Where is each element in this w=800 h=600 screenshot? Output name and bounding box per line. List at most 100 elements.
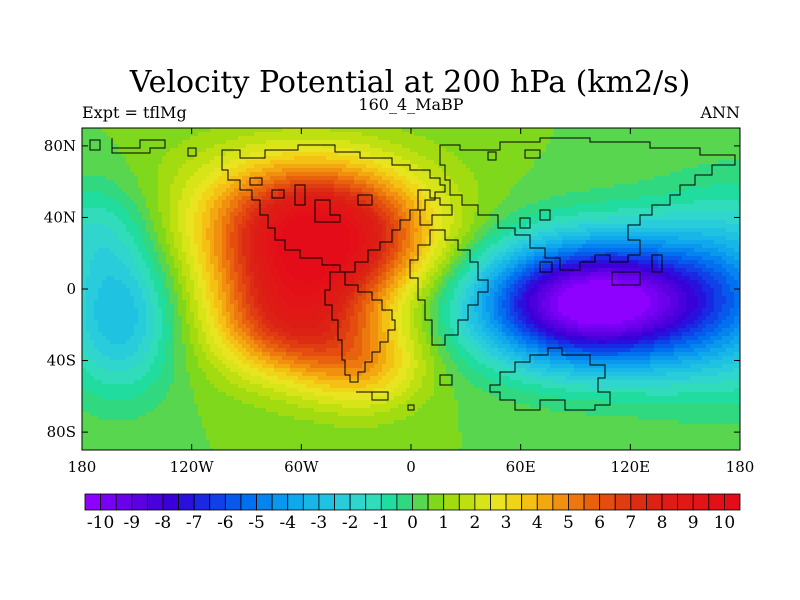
field-cell [654, 240, 659, 245]
field-cell [706, 200, 711, 205]
field-cell [486, 136, 491, 141]
field-cell [426, 220, 431, 225]
field-cell [590, 152, 595, 157]
field-cell [298, 144, 303, 149]
field-cell [214, 152, 219, 157]
field-cell [698, 228, 703, 233]
field-cell [390, 200, 395, 205]
field-cell [206, 208, 211, 213]
field-cell [246, 164, 251, 169]
velocity-potential-field [82, 128, 740, 450]
field-cell [394, 176, 399, 181]
field-cell [234, 188, 239, 193]
field-cell [610, 212, 615, 217]
field-cell [442, 160, 447, 165]
field-cell [130, 164, 135, 169]
field-cell [186, 224, 191, 229]
field-cell [302, 192, 307, 197]
field-cell [266, 244, 271, 249]
field-cell [562, 168, 567, 173]
field-cell [646, 212, 651, 217]
field-cell [686, 168, 691, 173]
field-cell [362, 132, 367, 137]
field-cell [630, 180, 635, 185]
field-cell [734, 184, 739, 189]
field-cell [666, 204, 671, 209]
field-cell [706, 128, 711, 133]
field-cell [430, 224, 435, 229]
field-cell [234, 160, 239, 165]
field-cell [554, 212, 559, 217]
field-cell [554, 144, 559, 149]
field-cell [466, 212, 471, 217]
field-cell [686, 240, 691, 245]
field-cell [302, 140, 307, 145]
field-cell [726, 132, 731, 137]
field-cell [478, 236, 483, 241]
field-cell [570, 224, 575, 229]
field-cell [530, 152, 535, 157]
field-cell [262, 224, 267, 229]
field-cell [282, 164, 287, 169]
field-cell [698, 156, 703, 161]
field-cell [306, 224, 311, 229]
field-cell [90, 168, 95, 173]
field-cell [110, 204, 115, 209]
field-cell [414, 220, 419, 225]
field-cell [214, 212, 219, 217]
field-cell [670, 216, 675, 221]
field-cell [454, 144, 459, 149]
field-cell [402, 220, 407, 225]
field-cell [442, 164, 447, 169]
field-cell [486, 228, 491, 233]
field-cell [154, 128, 159, 133]
field-cell [406, 128, 411, 133]
field-cell [166, 168, 171, 173]
field-cell [610, 216, 615, 221]
field-cell [350, 196, 355, 201]
field-cell [678, 196, 683, 201]
field-cell [510, 136, 515, 141]
field-cell [382, 176, 387, 181]
field-cell [262, 148, 267, 153]
field-cell [602, 152, 607, 157]
field-cell [378, 212, 383, 217]
field-cell [454, 224, 459, 229]
field-cell [498, 156, 503, 161]
field-cell [454, 196, 459, 201]
field-cell [258, 216, 263, 221]
field-cell [366, 164, 371, 169]
field-cell [106, 212, 111, 217]
field-cell [686, 228, 691, 233]
field-cell [690, 204, 695, 209]
field-cell [474, 216, 479, 221]
field-cell [274, 208, 279, 213]
field-cell [286, 232, 291, 237]
field-cell [538, 236, 543, 241]
field-cell [478, 152, 483, 157]
field-cell [634, 148, 639, 153]
field-cell [94, 140, 99, 145]
field-cell [366, 208, 371, 213]
field-cell [682, 180, 687, 185]
field-cell [94, 196, 99, 201]
field-cell [538, 172, 543, 177]
field-cell [430, 148, 435, 153]
field-cell [258, 220, 263, 225]
field-cell [406, 244, 411, 249]
field-cell [590, 232, 595, 237]
field-cell [126, 156, 131, 161]
field-cell [446, 160, 451, 165]
field-cell [274, 232, 279, 237]
field-cell [410, 244, 415, 249]
field-cell [690, 160, 695, 165]
field-cell [246, 144, 251, 149]
field-cell [502, 220, 507, 225]
field-cell [606, 212, 611, 217]
field-cell [166, 152, 171, 157]
field-cell [250, 224, 255, 229]
field-cell [186, 192, 191, 197]
field-cell [626, 156, 631, 161]
field-cell [262, 236, 267, 241]
field-cell [594, 176, 599, 181]
